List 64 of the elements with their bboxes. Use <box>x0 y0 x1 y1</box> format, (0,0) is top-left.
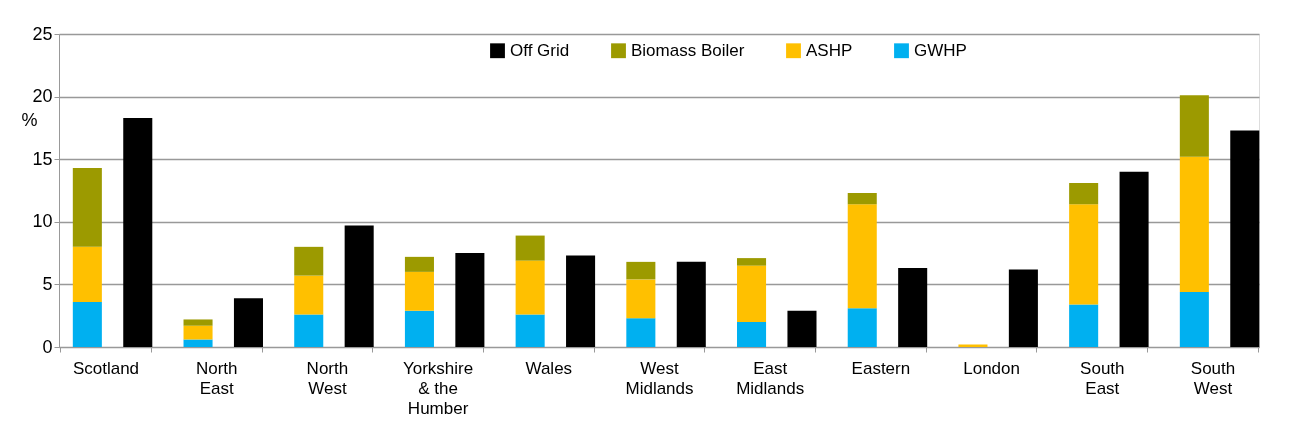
y-axis-title: % <box>21 109 38 130</box>
bar <box>626 318 656 347</box>
bar <box>72 246 102 302</box>
legend-label: Off Grid <box>510 40 570 60</box>
bar <box>847 204 877 309</box>
bar <box>1179 291 1209 347</box>
legend-label: ASHP <box>806 40 853 60</box>
x-tick-label: East Midlands <box>736 358 805 398</box>
bar <box>847 193 877 205</box>
y-tick-label: 20 <box>32 86 53 107</box>
y-tick-label: 15 <box>32 148 53 169</box>
bar <box>847 308 877 347</box>
bar <box>233 298 263 347</box>
bar <box>1179 156 1209 292</box>
bar <box>72 301 102 347</box>
bar <box>1069 182 1099 205</box>
bar <box>737 321 767 347</box>
legend-label: Biomass Boiler <box>631 40 745 60</box>
x-tick-label: South West <box>1190 358 1236 398</box>
x-tick-label: North West <box>306 358 349 398</box>
bar <box>515 314 545 347</box>
bar <box>566 255 596 347</box>
bar <box>898 268 928 347</box>
y-tick-label: 5 <box>42 273 53 294</box>
x-tick-label: Wales <box>525 358 573 378</box>
y-tick-label: 10 <box>32 211 53 232</box>
bar <box>676 261 706 347</box>
bar <box>1179 95 1209 157</box>
bar <box>1069 204 1099 305</box>
bar <box>404 256 434 272</box>
bar <box>515 235 545 261</box>
y-tick-label: 25 <box>32 23 53 44</box>
bar <box>294 275 324 315</box>
legend-label: GWHP <box>914 40 967 60</box>
y-tick-label: 0 <box>42 336 53 357</box>
bar <box>626 261 656 280</box>
bar <box>294 246 324 276</box>
bar <box>787 310 817 347</box>
bar <box>183 339 213 347</box>
bar <box>123 117 153 347</box>
bar <box>404 310 434 347</box>
x-tick-label: North East <box>195 358 238 398</box>
bar <box>515 260 545 315</box>
x-tick-label: London <box>963 358 1020 378</box>
bar <box>1119 171 1149 347</box>
bar <box>72 167 102 247</box>
bar <box>958 344 988 347</box>
x-tick-label: Scotland <box>72 358 140 378</box>
bar <box>183 319 213 326</box>
bar <box>404 271 434 311</box>
bar <box>183 325 213 340</box>
bar <box>455 253 485 347</box>
bar <box>1230 130 1260 347</box>
x-tick-label: South East <box>1080 358 1125 398</box>
bar <box>626 279 656 319</box>
bar <box>1008 269 1038 347</box>
x-tick-label: West Midlands <box>625 358 694 398</box>
bar <box>344 225 374 347</box>
x-tick-label: Yorkshire & the Humber <box>402 358 474 418</box>
bar <box>1069 304 1099 347</box>
bar <box>737 265 767 322</box>
bar <box>294 314 324 347</box>
x-tick-label: Eastern <box>851 358 911 378</box>
bar <box>737 258 767 266</box>
